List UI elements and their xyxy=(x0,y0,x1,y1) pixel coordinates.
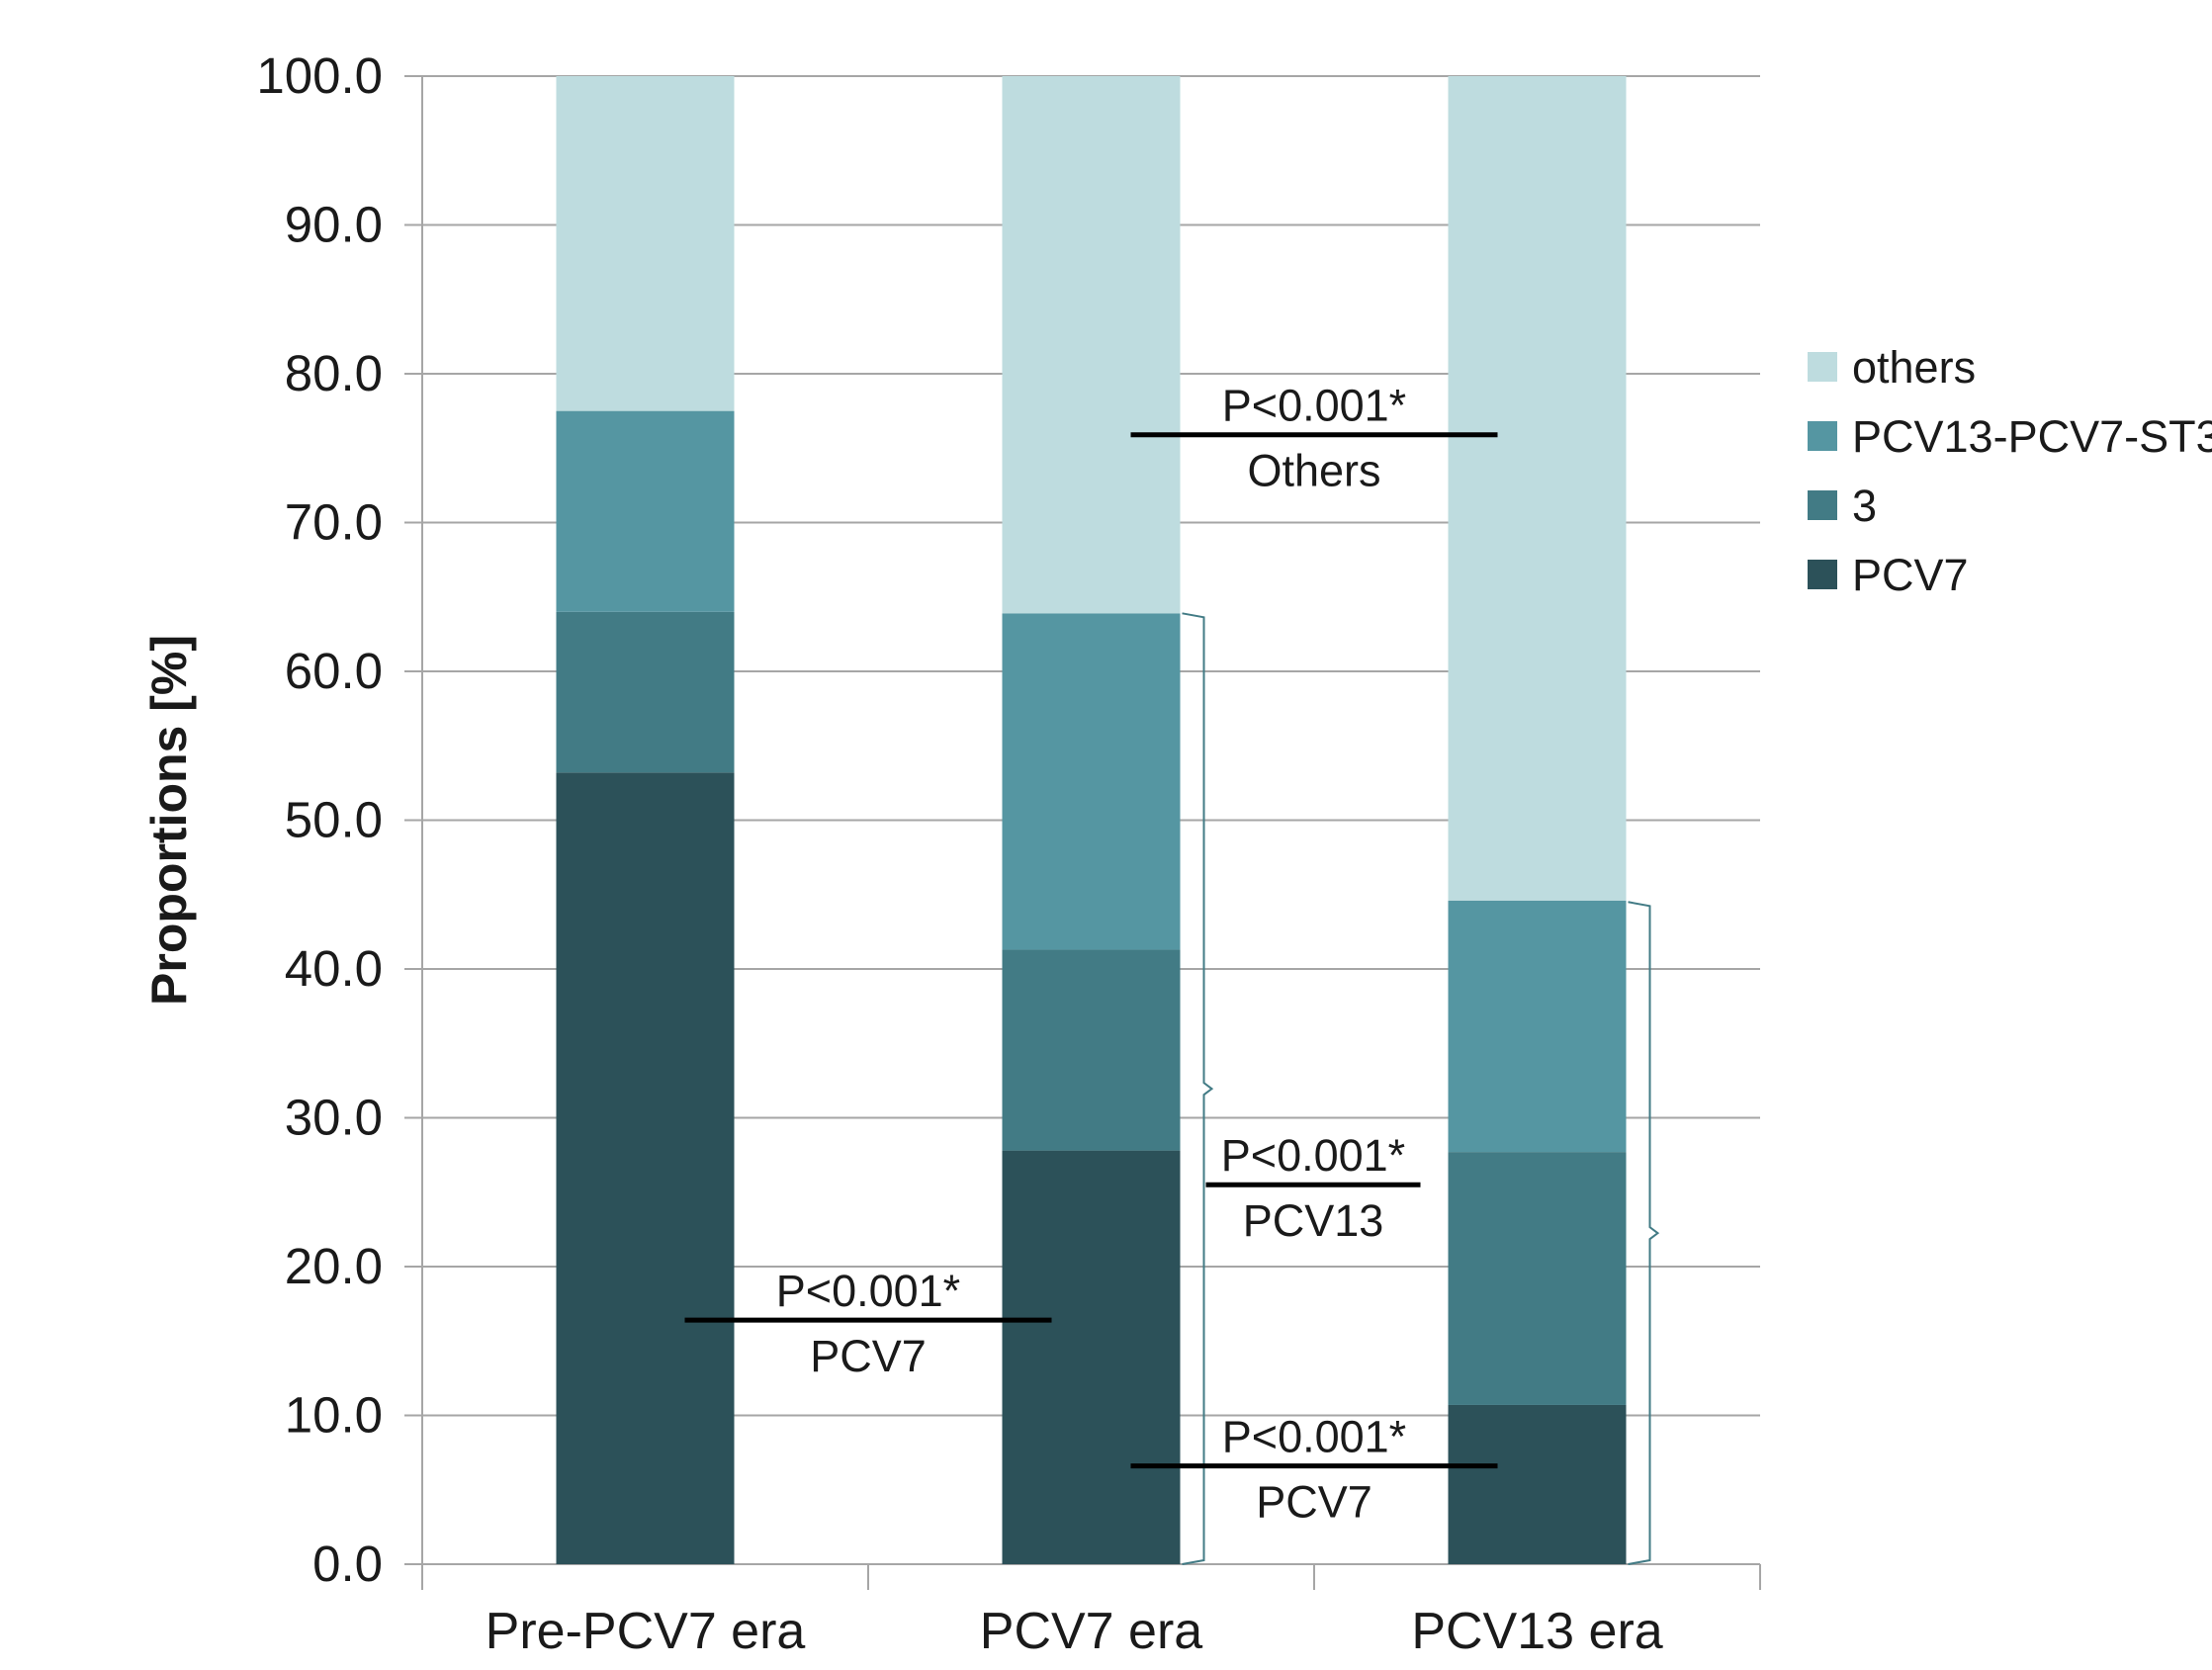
y-tick-label: 100.0 xyxy=(256,47,383,104)
bar-segment-others xyxy=(556,76,735,411)
p-value-label: P<0.001* xyxy=(776,1266,960,1316)
y-tick-label: 20.0 xyxy=(285,1238,383,1294)
legend-label: others xyxy=(1852,342,1976,393)
p-value-label: P<0.001* xyxy=(1221,1130,1405,1181)
x-tick-label: Pre-PCV7 era xyxy=(486,1603,806,1660)
y-tick-label: 10.0 xyxy=(285,1387,383,1444)
y-tick-label: 30.0 xyxy=(285,1090,383,1146)
bar-segment-pcv13-pcv7-st3 xyxy=(1448,900,1627,1153)
bracket xyxy=(1628,901,1660,1565)
bar-segment-pcv7 xyxy=(1002,1150,1181,1564)
y-tick-label: 70.0 xyxy=(285,494,383,551)
bar-segment-pcv7 xyxy=(1448,1404,1627,1564)
bar-segment-3 xyxy=(1448,1152,1627,1405)
bracket xyxy=(1182,612,1214,1565)
bar-segment-others xyxy=(1002,76,1181,614)
bar-segment-3 xyxy=(1002,949,1181,1151)
legend-label: PCV7 xyxy=(1852,550,1969,600)
comparison-label: Others xyxy=(1247,446,1380,496)
p-value-label: P<0.001* xyxy=(1222,1412,1406,1462)
p-value-label: P<0.001* xyxy=(1222,381,1406,431)
legend-swatch xyxy=(1808,490,1837,520)
bar-segment-pcv13-pcv7-st3 xyxy=(1002,613,1181,950)
y-tick-label: 60.0 xyxy=(285,643,383,699)
bar-segment-3 xyxy=(556,611,735,773)
bar-segment-pcv7 xyxy=(556,772,735,1564)
bar-segment-pcv13-pcv7-st3 xyxy=(556,410,735,612)
legend-label: PCV13-PCV7-ST3 xyxy=(1852,411,2212,462)
comparison-label: PCV7 xyxy=(810,1331,927,1381)
x-tick-label: PCV7 era xyxy=(980,1603,1203,1660)
y-tick-label: 40.0 xyxy=(285,940,383,997)
comparison-label: PCV13 xyxy=(1243,1195,1384,1246)
bar-segment-others xyxy=(1448,76,1627,901)
legend-swatch xyxy=(1808,352,1837,382)
legend-swatch xyxy=(1808,421,1837,451)
y-tick-label: 80.0 xyxy=(285,345,383,401)
y-tick-label: 0.0 xyxy=(312,1536,383,1592)
legend-swatch xyxy=(1808,560,1837,589)
y-axis-title: Proportions [%] xyxy=(141,635,197,1006)
comparison-label: PCV7 xyxy=(1256,1477,1372,1528)
legend-label: 3 xyxy=(1852,481,1877,531)
y-tick-label: 50.0 xyxy=(285,792,383,848)
y-tick-label: 90.0 xyxy=(285,197,383,253)
x-tick-label: PCV13 era xyxy=(1411,1603,1662,1660)
